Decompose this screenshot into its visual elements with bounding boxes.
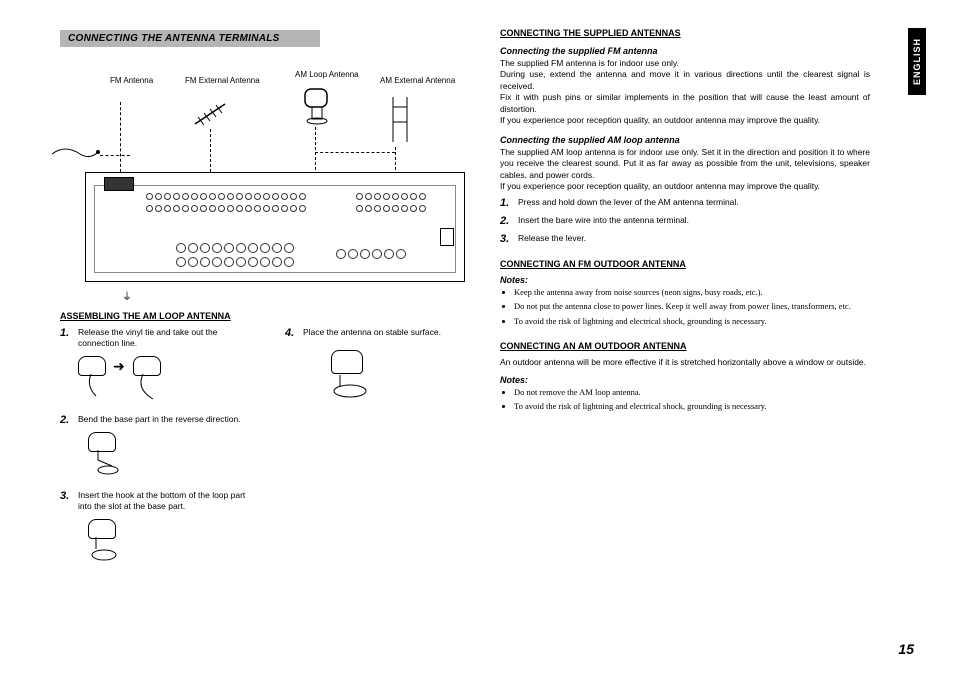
- right-column: CONNECTING THE SUPPLIED ANTENNAS Connect…: [500, 28, 870, 655]
- notes-label-2: Notes:: [500, 375, 870, 385]
- am-outdoor-body: An outdoor antenna will be more effectiv…: [500, 357, 870, 368]
- am-step-1: 1.Press and hold down the lever of the A…: [500, 197, 870, 209]
- am-step-2: 2.Insert the bare wire into the antenna …: [500, 215, 870, 227]
- am-step-3: 3.Release the lever.: [500, 233, 870, 245]
- page-content: CONNECTING THE ANTENNA TERMINALS FM Ante…: [0, 0, 954, 675]
- am-outdoor-header: CONNECTING AN AM OUTDOOR ANTENNA: [500, 341, 870, 351]
- step2-diagram: [78, 432, 255, 480]
- am-note-2: To avoid the risk of lightning and elect…: [514, 401, 870, 412]
- am-body: The supplied AM loop antenna is for indo…: [500, 147, 870, 193]
- fm-note-2: Do not put the antenna close to power li…: [514, 301, 870, 312]
- am-external-label: AM External Antenna: [380, 77, 455, 86]
- am-subheader: Connecting the supplied AM loop antenna: [500, 135, 870, 145]
- fm-outdoor-header: CONNECTING AN FM OUTDOOR ANTENNA: [500, 259, 870, 269]
- step1-diagram: ➜: [78, 356, 255, 404]
- am-loop-label: AM Loop Antenna: [295, 71, 359, 80]
- fm-note-1: Keep the antenna away from noise sources…: [514, 287, 870, 298]
- step4-diagram: [303, 345, 480, 405]
- fm-wire-icon: [50, 142, 100, 167]
- fm-external-icon: [190, 99, 230, 129]
- fm-body: The supplied FM antenna is for indoor us…: [500, 58, 870, 127]
- receiver-rear-panel: [85, 172, 465, 282]
- fm-antenna-label: FM Antenna: [110, 77, 153, 86]
- antenna-terminals-header: CONNECTING THE ANTENNA TERMINALS: [60, 30, 320, 47]
- fm-subheader: Connecting the supplied FM antenna: [500, 46, 870, 56]
- fm-note-3: To avoid the risk of lightning and elect…: [514, 316, 870, 327]
- am-loop-icon: [300, 87, 335, 127]
- page-number: 15: [898, 641, 914, 657]
- assembly-step-3: 3.Insert the hook at the bottom of the l…: [60, 490, 255, 513]
- language-tab: ENGLISH: [908, 28, 926, 95]
- ground-icon: ⏚: [122, 288, 130, 303]
- assembly-step-1: 1.Release the vinyl tie and take out the…: [60, 327, 255, 350]
- notes-label-1: Notes:: [500, 275, 870, 285]
- supplied-antennas-header: CONNECTING THE SUPPLIED ANTENNAS: [500, 28, 870, 38]
- assembling-header: ASSEMBLING THE AM LOOP ANTENNA: [60, 311, 480, 321]
- am-external-icon: [385, 97, 415, 147]
- step3-diagram: [78, 519, 255, 567]
- assembly-step-4: 4.Place the antenna on stable surface.: [285, 327, 480, 339]
- left-column: CONNECTING THE ANTENNA TERMINALS FM Ante…: [60, 28, 480, 655]
- assembly-step-2: 2.Bend the base part in the reverse dire…: [60, 414, 255, 426]
- am-note-1: Do not remove the AM loop antenna.: [514, 387, 870, 398]
- fm-external-label: FM External Antenna: [185, 77, 260, 86]
- main-diagram: FM Antenna FM External Antenna AM Loop A…: [60, 57, 480, 297]
